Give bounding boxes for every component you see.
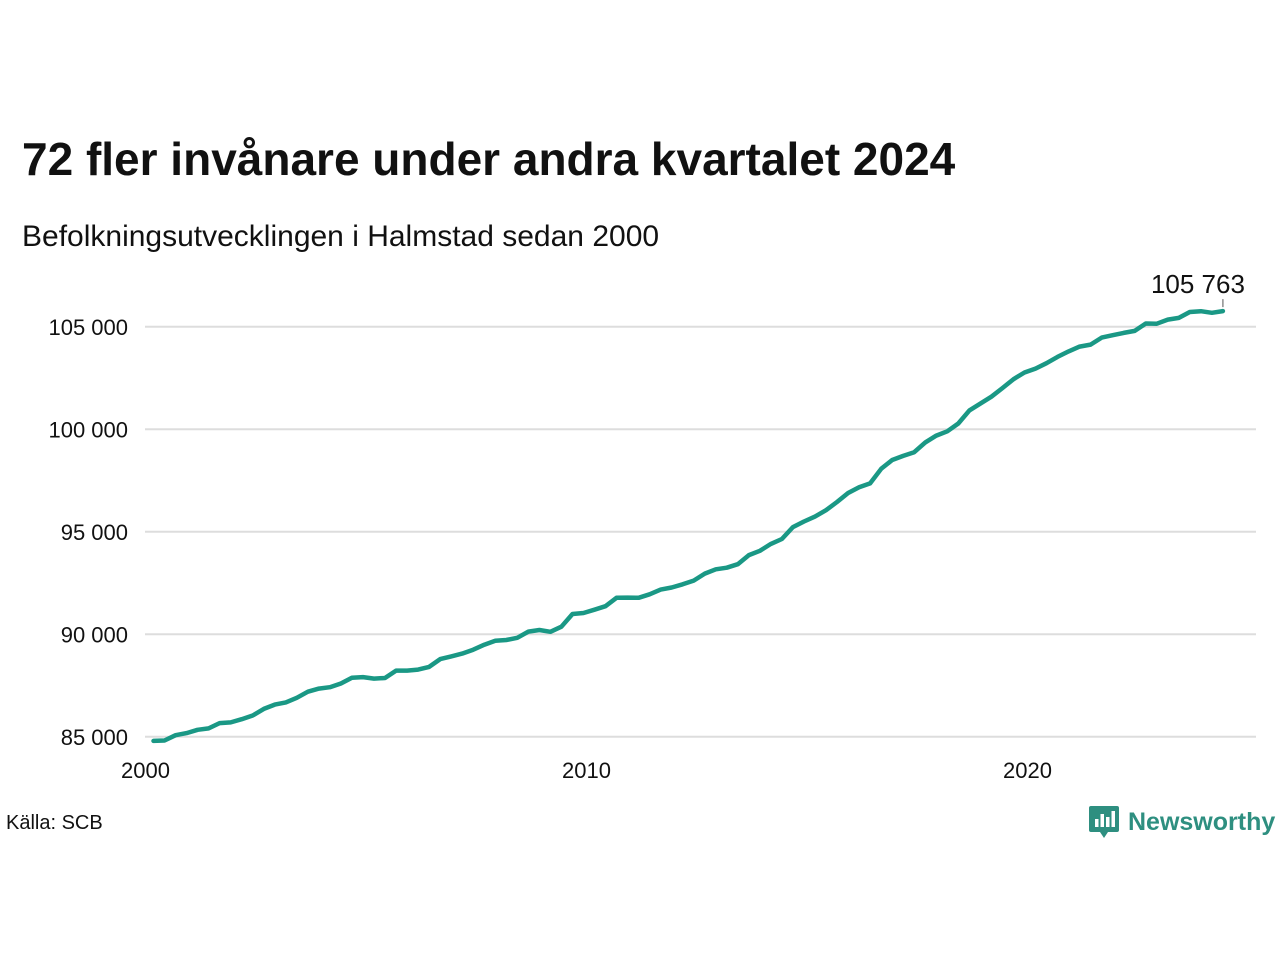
newsworthy-logo: Newsworthy bbox=[1088, 804, 1275, 840]
x-tick-label: 2010 bbox=[562, 758, 611, 783]
y-tick-label: 105 000 bbox=[48, 315, 128, 340]
chart-subtitle: Befolkningsutvecklingen i Halmstad sedan… bbox=[22, 220, 660, 253]
y-tick-label: 100 000 bbox=[48, 417, 128, 442]
x-tick-label: 2000 bbox=[121, 758, 170, 783]
brand-name: Newsworthy bbox=[1128, 807, 1276, 836]
chart-title: 72 fler invånare under andra kvartalet 2… bbox=[22, 133, 956, 185]
gridlines bbox=[145, 325, 1256, 738]
y-tick-label: 90 000 bbox=[61, 622, 128, 647]
population-line bbox=[151, 308, 1226, 744]
x-axis-tick-labels: 2000 2010 2020 bbox=[121, 758, 1052, 783]
end-value-label: 105 763 bbox=[1151, 269, 1245, 299]
y-tick-label: 85 000 bbox=[61, 725, 128, 750]
source-note: Källa: SCB bbox=[6, 812, 103, 834]
y-axis-tick-labels: 85 000 90 000 95 000 100 000 105 000 bbox=[48, 315, 128, 750]
y-tick-label: 95 000 bbox=[61, 520, 128, 545]
newsworthy-logo-icon bbox=[1089, 806, 1119, 838]
end-label-layer: 105 763 bbox=[1151, 269, 1245, 308]
series-layer bbox=[151, 308, 1226, 744]
x-tick-label: 2020 bbox=[1003, 758, 1052, 783]
